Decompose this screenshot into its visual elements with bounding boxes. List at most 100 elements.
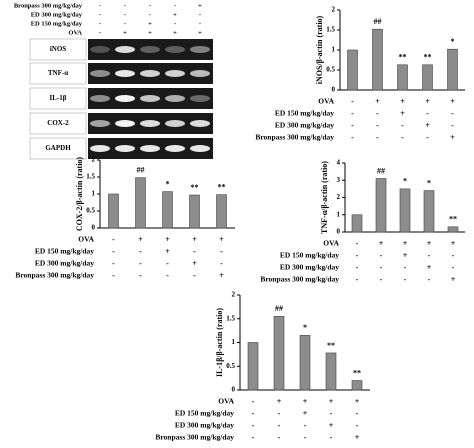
y-tick-label: 4 <box>337 159 341 167</box>
blot-band <box>140 46 160 53</box>
gel-sign: + <box>123 29 127 36</box>
condition-sign: - <box>166 259 169 268</box>
blot-row-label: iNOS <box>50 45 66 53</box>
condition-sign: - <box>380 251 383 260</box>
condition-sign: + <box>165 235 170 244</box>
condition-label: OVA <box>218 397 234 406</box>
significance-label: ** <box>353 368 361 377</box>
blot-band <box>115 95 135 102</box>
blot-band <box>165 46 185 53</box>
gel-condition-label: ED 300 mg/kg/day <box>31 11 83 18</box>
condition-label: ED 150 mg/kg/day <box>280 251 339 260</box>
condition-sign: - <box>112 247 115 256</box>
condition-sign: - <box>112 235 115 244</box>
condition-sign: + <box>450 133 455 142</box>
significance-label: * <box>451 37 455 46</box>
condition-sign: - <box>220 247 223 256</box>
significance-label: ## <box>275 304 283 313</box>
y-tick-label: 0.5 <box>226 362 235 370</box>
condition-sign: + <box>403 251 408 260</box>
y-axis-title: COX-2/β-actin (ratio) <box>75 157 84 232</box>
blot-band <box>165 145 185 152</box>
y-tick-label: 1 <box>337 210 341 218</box>
blot-band <box>140 145 160 152</box>
y-tick-label: 1.5 <box>226 314 235 322</box>
blot-band <box>165 95 185 102</box>
condition-sign: - <box>139 259 142 268</box>
bar <box>375 178 387 233</box>
gel-sign: + <box>148 20 152 27</box>
gel-sign: - <box>124 20 126 27</box>
bar <box>189 194 200 229</box>
condition-label: ED 300 mg/kg/day <box>275 121 334 130</box>
gel-condition-label: Bronpass 300 mg/kg/day <box>14 2 83 9</box>
significance-label: * <box>427 178 431 187</box>
blot-row-label: TNF-α <box>48 69 68 77</box>
gel-condition-label: OVA <box>68 29 82 36</box>
bar <box>108 193 119 229</box>
condition-sign: - <box>330 433 333 442</box>
condition-sign: + <box>192 259 197 268</box>
bar <box>397 64 408 91</box>
bar <box>422 64 433 91</box>
y-axis-title: IL-1β/β-actin (ratio) <box>215 308 224 377</box>
blot-band <box>165 70 185 77</box>
y-tick-label: 0.5 <box>86 207 95 215</box>
gel-sign: + <box>173 11 177 18</box>
condition-sign: + <box>427 263 432 272</box>
significance-label: ** <box>191 183 199 192</box>
significance-label: * <box>303 323 307 332</box>
bar <box>299 335 311 391</box>
condition-sign: + <box>400 109 405 118</box>
gel-sign: - <box>124 11 126 18</box>
condition-sign: - <box>380 275 383 284</box>
gel-sign: - <box>199 11 201 18</box>
blot-band <box>190 95 210 102</box>
condition-sign: - <box>252 433 255 442</box>
bar <box>347 49 358 91</box>
condition-sign: - <box>356 239 359 248</box>
condition-sign: - <box>451 121 454 130</box>
blot-band <box>190 46 210 53</box>
blot-box <box>29 62 87 85</box>
blot-band <box>190 70 210 77</box>
condition-sign: + <box>379 239 384 248</box>
y-tick-label: 1.5 <box>86 173 95 181</box>
condition-label: Bronpass 300 mg/kg/day <box>255 133 334 142</box>
blot-band <box>115 145 135 152</box>
bar <box>273 316 285 391</box>
blot-box <box>29 38 87 61</box>
condition-sign: - <box>356 421 359 430</box>
blot-box <box>29 87 87 110</box>
blot-band <box>90 70 110 77</box>
condition-label: ED 300 mg/kg/day <box>175 421 234 430</box>
condition-label: ED 150 mg/kg/day <box>175 409 234 418</box>
condition-sign: + <box>303 397 308 406</box>
y-tick-label: 1 <box>92 190 96 198</box>
gel-sign: - <box>99 29 101 36</box>
bar <box>216 194 227 229</box>
condition-sign: + <box>219 235 224 244</box>
gel-sign: - <box>99 2 101 9</box>
condition-sign: - <box>330 409 333 418</box>
significance-label: ** <box>218 183 226 192</box>
gel-sign: + <box>148 29 152 36</box>
gel-sign: - <box>174 2 176 9</box>
y-tick-label: 0.5 <box>326 66 335 74</box>
bar <box>447 226 459 233</box>
y-tick-label: 0 <box>332 86 336 94</box>
condition-sign: + <box>329 421 334 430</box>
condition-sign: - <box>451 109 454 118</box>
condition-label: OVA <box>323 239 339 248</box>
condition-label: OVA <box>318 97 334 106</box>
condition-sign: - <box>351 109 354 118</box>
condition-sign: - <box>166 271 169 280</box>
condition-sign: - <box>193 247 196 256</box>
condition-sign: - <box>356 263 359 272</box>
condition-sign: + <box>400 97 405 106</box>
condition-label: ED 150 mg/kg/day <box>275 109 334 118</box>
blot-band <box>115 70 135 77</box>
condition-sign: + <box>403 239 408 248</box>
